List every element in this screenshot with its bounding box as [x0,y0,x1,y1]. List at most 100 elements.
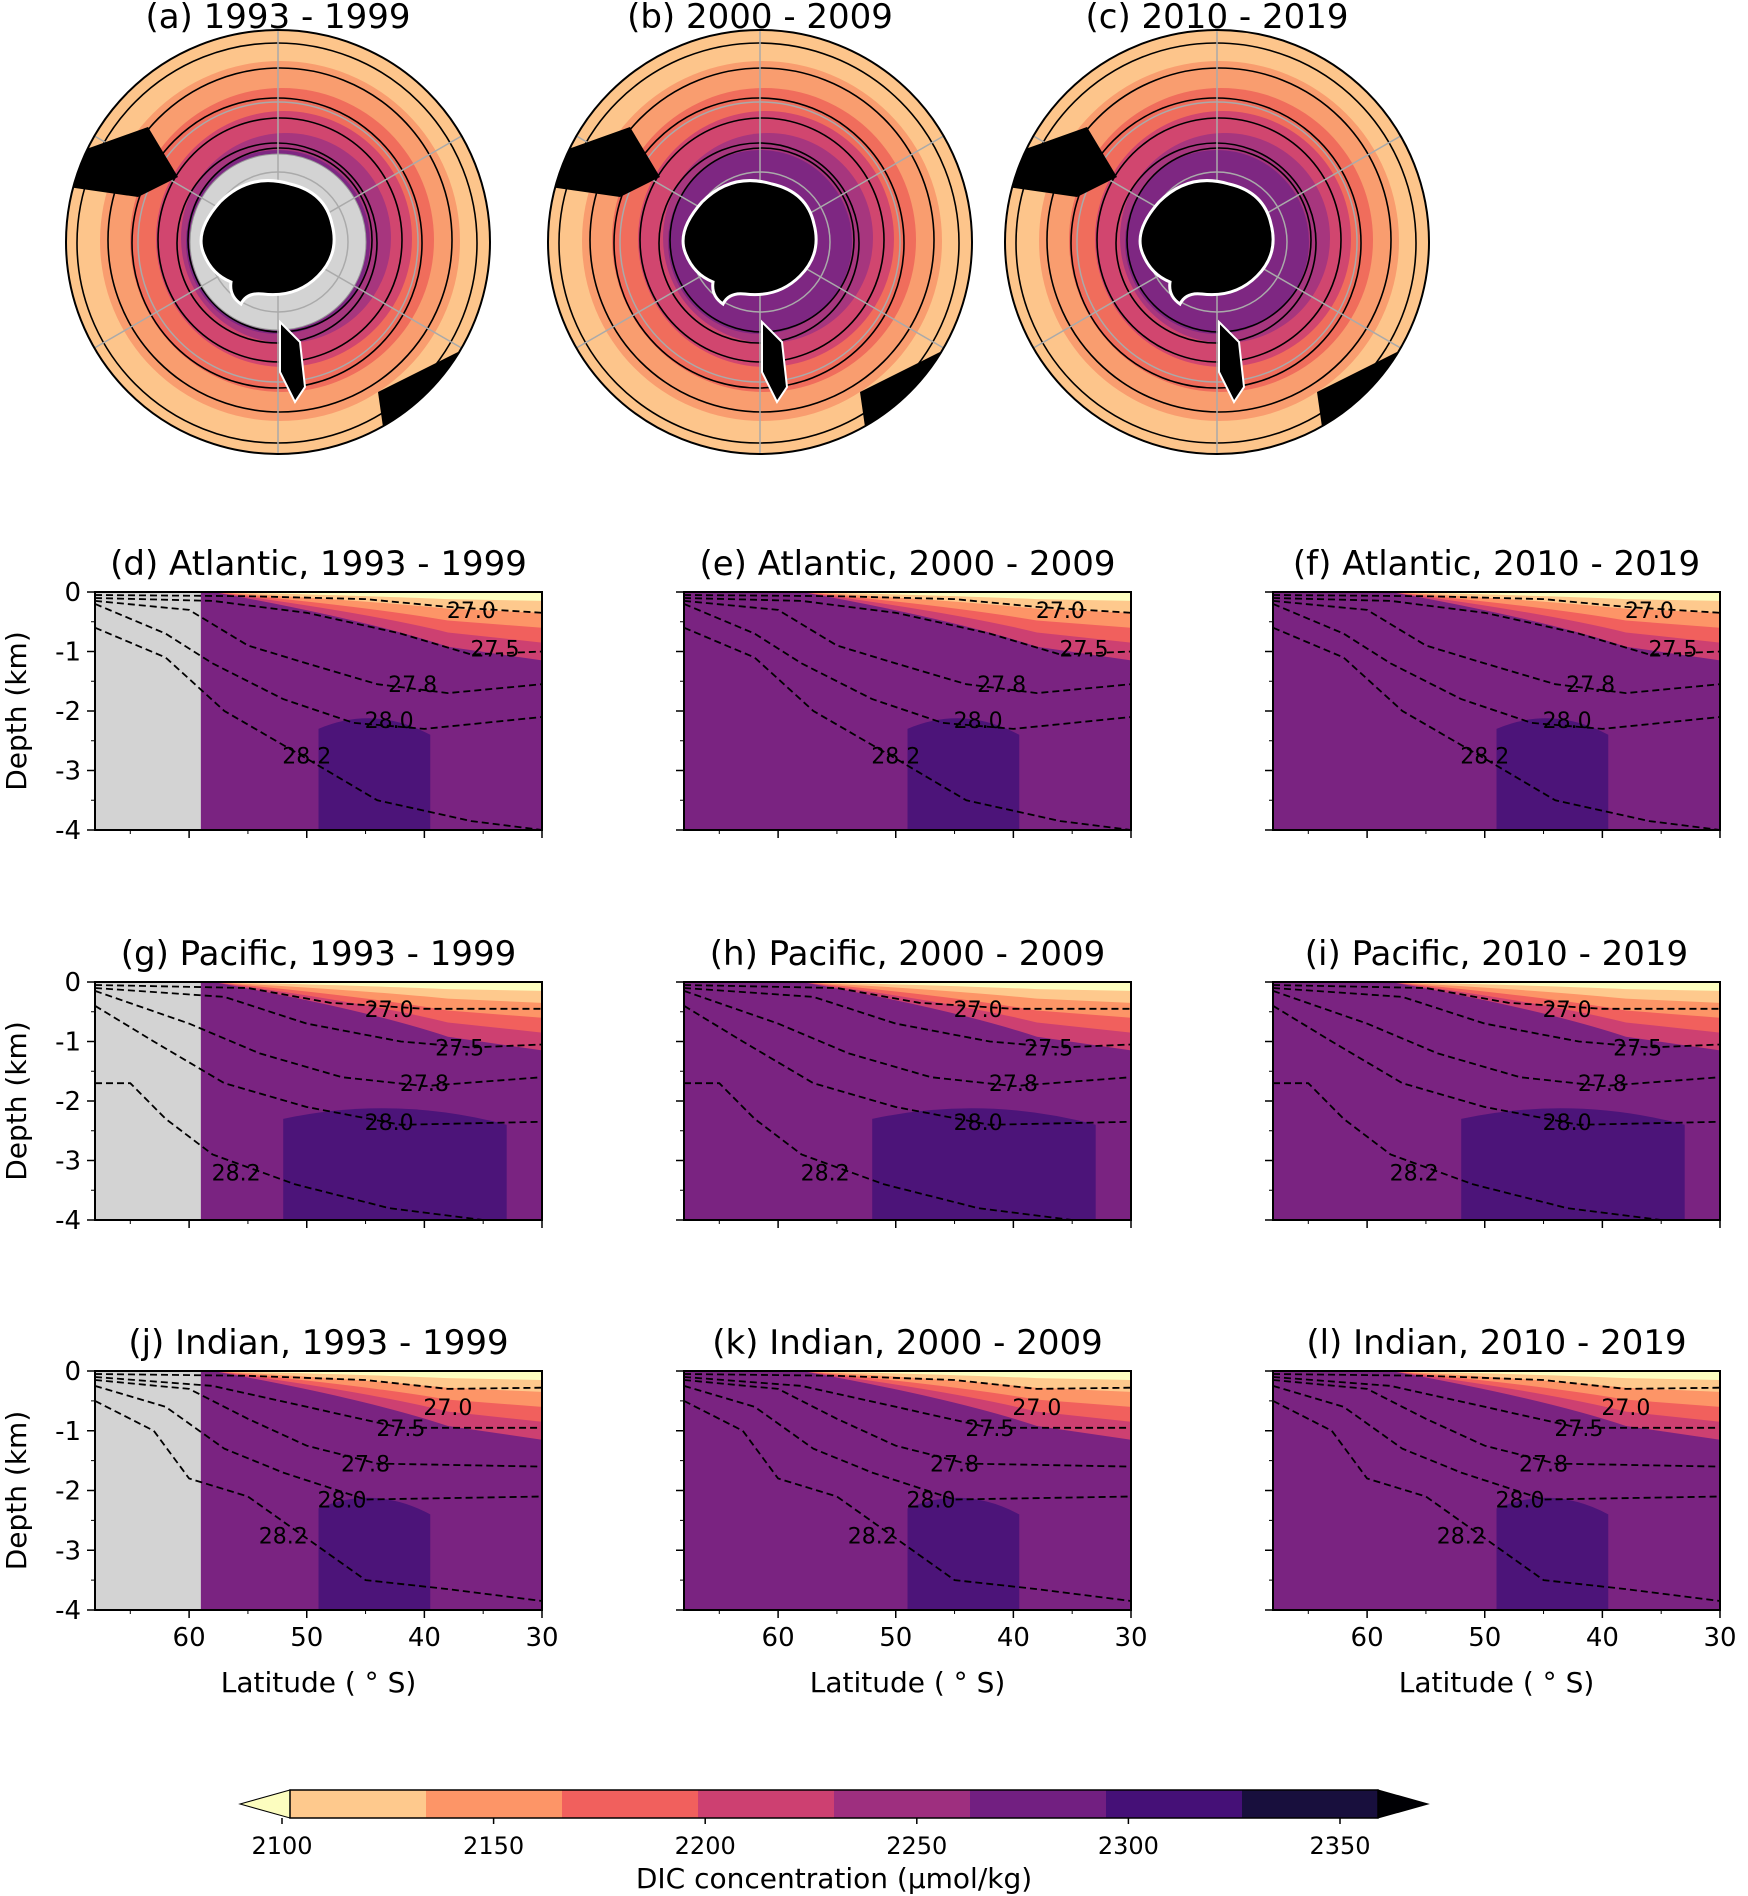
map-outline [65,29,491,455]
antarctica-landmass [681,179,818,307]
isopycnal-label: 28.2 [848,1524,897,1549]
isopycnal-label: 27.8 [977,673,1026,698]
isopycnal-28.0 [1273,603,1720,730]
x-tick-label: 50 [290,1623,323,1653]
isopycnal-label: 27.8 [989,1072,1038,1097]
antarctica-landmass [199,179,336,307]
isopycnal-label: 28.0 [954,1111,1003,1136]
dic-deep-maximum [318,718,431,830]
isopycnal-label: 27.0 [447,599,496,624]
masked-region [95,1371,201,1610]
map-title: (a) 1993 - 1999 [145,0,410,37]
map-outline [547,29,973,455]
isopycnal-28.2 [1273,1400,1720,1602]
dic-surface-band [801,1371,1131,1380]
dic-surface-band [1390,982,1720,991]
section-panel-8: 27.027.5 27.8 28.0 28.2 (k) Indian, 2000 - 2… [676,1323,1148,1699]
y-axis-label: Depth (km) [0,1021,33,1181]
colorbar-tick-label: 2250 [886,1832,947,1860]
isopycnal-label: 27.5 [965,1417,1014,1442]
isopycnal-27.8 [95,990,542,1088]
isopycnal-28.2 [684,1400,1131,1602]
y-tick-label: -1 [55,1028,81,1058]
dic-deep-maximum [318,1497,431,1610]
isopycnal-label: 28.2 [259,1524,308,1549]
isopycnal-label: 27.5 [1059,638,1108,663]
colorbar-tick-label: 2150 [463,1832,524,1860]
isopycnal-27.0 [95,594,542,614]
colorbar-tick-label: 2200 [675,1832,736,1860]
isopycnal-label: 28.2 [1460,745,1509,770]
y-axis-label: Depth (km) [0,631,33,791]
africa-landmass [68,127,178,197]
dic-surface-band [212,1371,542,1380]
isopycnal-28.0 [1273,1385,1720,1501]
isopycnal-27.5 [95,987,542,1049]
x-tick-label: 50 [1468,1623,1501,1653]
isopycnal-27.5 [684,1376,1131,1429]
y-tick-label: 0 [64,968,81,998]
isopycnal-label: 27.5 [470,638,519,663]
isopycnal-label: 27.8 [341,1453,390,1478]
isopycnal-label: 28.0 [954,709,1003,734]
map-contour [613,97,905,389]
x-tick-label: 40 [997,1623,1030,1653]
masked-region [95,592,201,830]
isopycnal-label: 27.0 [1012,1396,1061,1421]
isopycnal-label: 27.5 [1024,1036,1073,1061]
colorbar-swatch [834,1790,971,1818]
colorbar-swatch [1242,1790,1379,1818]
y-tick-label: -1 [55,1417,81,1447]
isopycnal-label: 28.2 [282,745,331,770]
isopycnal-27.8 [684,600,1131,695]
map-contour [1115,142,1317,344]
colorbar-swatch [426,1790,563,1818]
y-tick-label: -2 [55,697,81,727]
isopycnal-27.8 [684,990,1131,1088]
colorbar-extend-min [238,1789,291,1819]
map-title: (b) 2000 - 2009 [627,0,893,37]
map-contour [589,67,935,413]
map-title: (c) 2010 - 2019 [1086,0,1349,37]
panel-title: (g) Pacific, 1993 - 1999 [121,934,517,974]
isopycnal-28.0 [1273,1005,1720,1126]
isopycnal-label: 27.8 [388,673,437,698]
isopycnal-label: 28.0 [907,1488,956,1513]
section-panel-9: 27.027.5 27.8 28.0 28.2 (l) Indian, 2010 - 2… [1265,1323,1737,1699]
isopycnal-label: 27.8 [1566,673,1615,698]
isopycnal-label: 27.0 [365,998,414,1023]
colorbar-swatch [1106,1790,1243,1818]
colorbar-tick-label: 2350 [1309,1832,1370,1860]
dic-deep-maximum [1496,718,1609,830]
isopycnal-label: 28.2 [1437,1524,1486,1549]
south-america-landmass [279,319,307,404]
isopycnal-label: 27.0 [954,998,1003,1023]
isopycnal-label: 27.0 [1625,599,1674,624]
map-contour [176,142,378,344]
south-america-landmass [761,319,789,404]
map-contour [131,97,423,389]
map-contour [1015,42,1417,444]
colorbar-swatch [290,1790,427,1818]
dic-surface-band [801,982,1131,991]
isopycnal-28.0 [95,1005,542,1126]
isopycnal-label: 28.2 [871,745,920,770]
isopycnal-27.8 [95,600,542,695]
isopycnal-27.0 [684,984,1131,1010]
section-panel-5: 27.0 27.5 27.8 28.0 28.2 (h) Pacific, 2000 - … [676,934,1132,1228]
map-contour [1070,97,1362,389]
isopycnal-label: 28.0 [318,1488,367,1513]
y-tick-label: -3 [55,757,81,787]
isopycnal-28.0 [95,1385,542,1501]
panel-title: (h) Pacific, 2000 - 2009 [710,934,1106,974]
y-tick-label: -1 [55,638,81,668]
y-tick-label: 0 [64,578,81,608]
africa-landmass [1007,127,1117,197]
isopycnal-28.0 [684,603,1131,730]
isopycnal-27.0 [1273,594,1720,614]
isopycnal-27.5 [1273,987,1720,1049]
isopycnal-label: 28.0 [1543,709,1592,734]
colorbar-label: DIC concentration (μmol/kg) [636,1862,1032,1895]
isopycnal-label: 27.5 [1554,1417,1603,1442]
x-tick-label: 40 [1586,1623,1619,1653]
